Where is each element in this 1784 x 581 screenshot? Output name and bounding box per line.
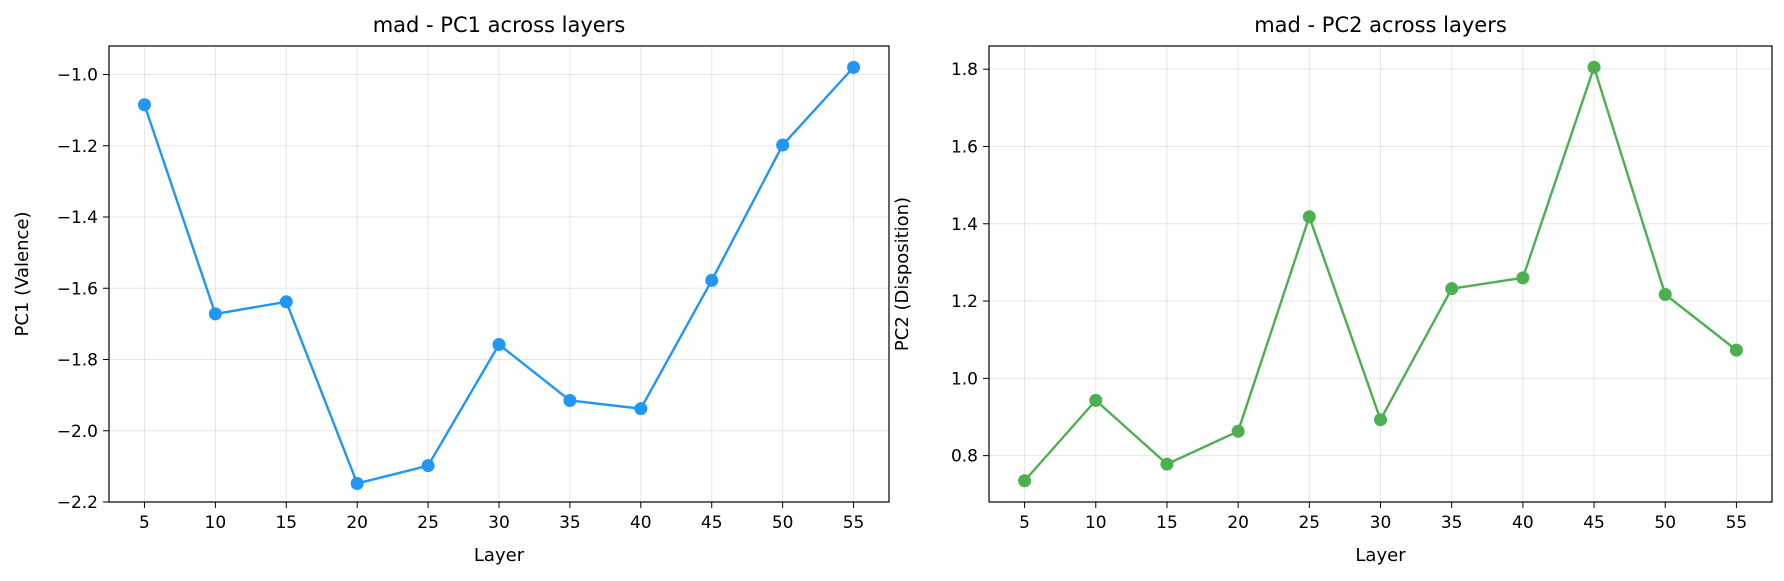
x-tick-label: 5 — [139, 513, 150, 533]
data-point — [1231, 424, 1245, 438]
x-tick-label: 40 — [1512, 513, 1534, 533]
data-point — [1160, 457, 1174, 471]
y-tick-label: −1.4 — [57, 208, 98, 228]
data-point — [1658, 287, 1672, 301]
y-tick-label: 1.0 — [951, 369, 978, 389]
y-tick-label: 0.8 — [951, 447, 978, 467]
x-tick-label: 5 — [1019, 513, 1030, 533]
y-axis-label: PC2 (Disposition) — [892, 197, 913, 351]
x-tick-label: 40 — [630, 513, 652, 533]
x-tick-label: 15 — [275, 513, 297, 533]
data-point — [1587, 60, 1601, 74]
y-tick-label: −2.0 — [57, 422, 98, 442]
y-tick-label: −1.0 — [57, 66, 98, 86]
x-tick-label: 15 — [1156, 513, 1178, 533]
y-tick-label: −1.6 — [57, 279, 98, 299]
x-axis-label: Layer — [1355, 545, 1406, 566]
data-point — [1729, 343, 1743, 357]
data-point — [208, 307, 222, 321]
x-tick-label: 10 — [1085, 513, 1107, 533]
x-tick-label: 25 — [417, 513, 439, 533]
x-tick-label: 35 — [559, 513, 581, 533]
y-tick-label: 1.4 — [951, 215, 978, 235]
data-point — [634, 402, 648, 416]
chart-panel-1: 5 10 15 20 25 30 35 40 45 50 55 −2.2 −2.0 −1.8 −1.6 −1.… — [12, 13, 890, 566]
x-tick-label: 50 — [772, 513, 794, 533]
x-tick-label: 55 — [1726, 513, 1748, 533]
chart-panel-2: 5 10 15 20 25 30 35 40 45 50 55 0.8 1.0 1.2 1.4 1.6 1.8 m… — [892, 13, 1773, 566]
x-tick-label: 35 — [1441, 513, 1463, 533]
x-axis-label: Layer — [474, 545, 525, 566]
x-tick-label: 45 — [701, 513, 723, 533]
data-point — [1089, 393, 1103, 407]
y-tick-label: −1.2 — [57, 137, 98, 157]
data-point — [1374, 413, 1387, 427]
data-point — [137, 98, 151, 112]
x-tick-label: 20 — [346, 513, 368, 533]
data-point — [350, 476, 364, 490]
data-point — [279, 295, 293, 309]
data-point — [776, 138, 790, 152]
x-tick-label: 30 — [1370, 513, 1392, 533]
x-tick-label: 10 — [205, 513, 227, 533]
y-tick-label: −1.8 — [57, 351, 98, 371]
x-tick-label: 50 — [1654, 513, 1676, 533]
x-tick-label: 20 — [1227, 513, 1249, 533]
data-point — [1018, 474, 1032, 488]
y-tick-label: 1.6 — [951, 137, 978, 157]
data-point — [1516, 271, 1530, 285]
x-tick-label: 30 — [488, 513, 510, 533]
data-point — [847, 60, 861, 74]
x-tick-label: 45 — [1583, 513, 1605, 533]
data-point — [563, 393, 577, 407]
y-axis-label: PC1 (Valence) — [12, 211, 33, 336]
chart-title: mad - PC1 across layers — [373, 13, 626, 37]
y-tick-label: 1.2 — [951, 292, 978, 312]
data-point — [421, 459, 435, 473]
x-tick-label: 25 — [1298, 513, 1320, 533]
data-point — [1445, 282, 1459, 296]
chart-title: mad - PC2 across layers — [1254, 13, 1507, 37]
data-point — [705, 273, 719, 287]
y-tick-label: 1.8 — [951, 60, 978, 80]
y-tick-label: −2.2 — [57, 493, 98, 513]
data-point — [1302, 210, 1316, 224]
x-tick-label: 55 — [843, 513, 865, 533]
data-point — [492, 338, 506, 352]
